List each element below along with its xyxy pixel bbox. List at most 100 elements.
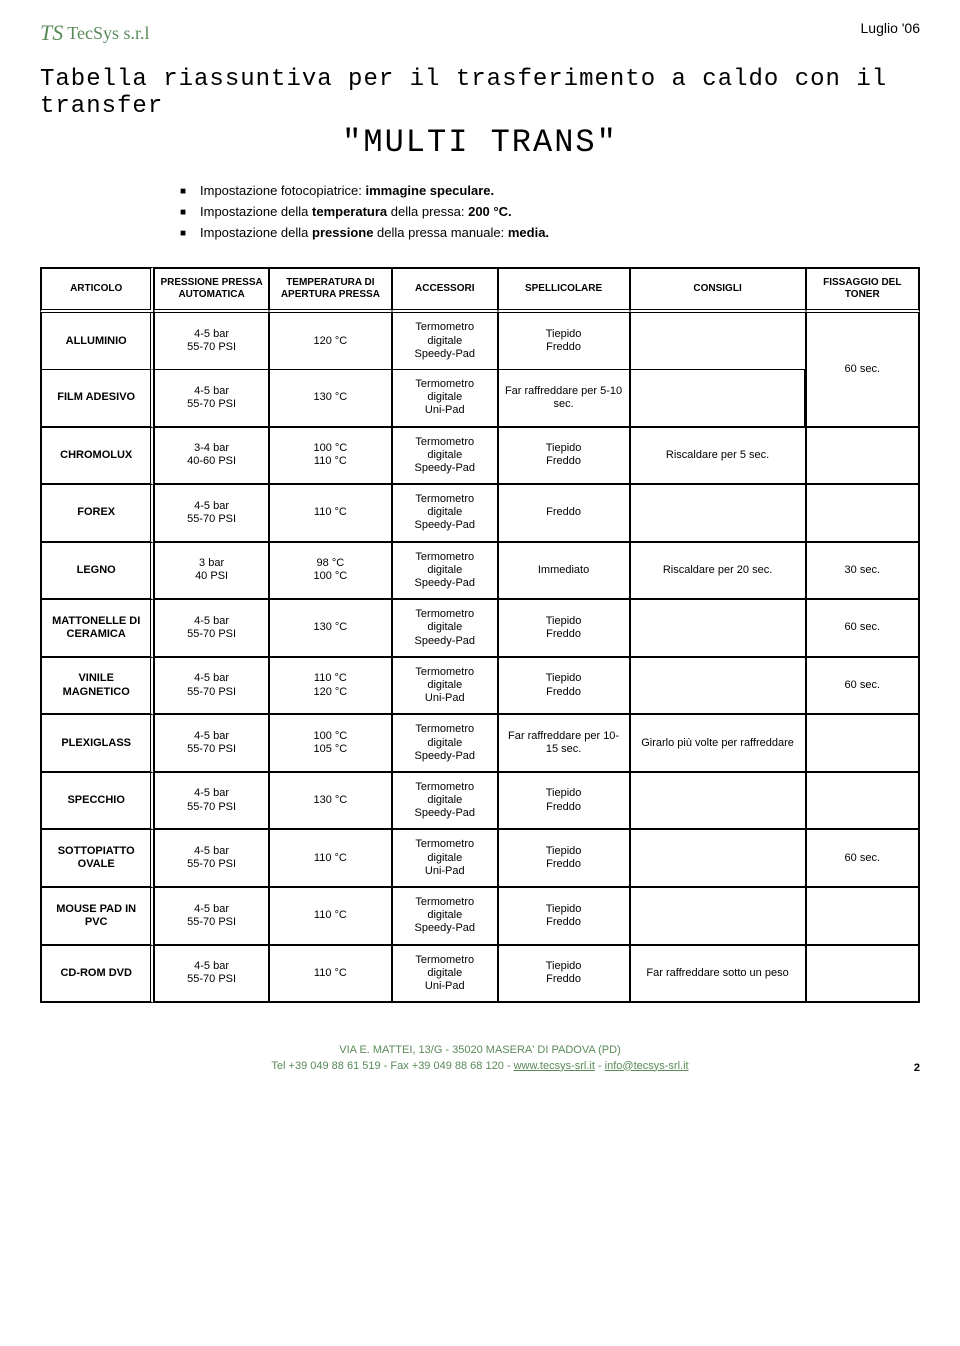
settings-item: Impostazione della temperatura della pre… bbox=[200, 202, 920, 223]
cell-temperatura: 130 °C bbox=[269, 370, 392, 428]
header-date: Luglio '06 bbox=[861, 20, 921, 36]
cell-articolo: FOREX bbox=[40, 485, 154, 543]
cell-consigli: Riscaldare per 5 sec. bbox=[630, 428, 806, 486]
cell-articolo: SOTTOPIATTO OVALE bbox=[40, 830, 154, 888]
cell-pressione: 3-4 bar40-60 PSI bbox=[154, 428, 268, 486]
cell-articolo: MATTONELLE DI CERAMICA bbox=[40, 600, 154, 658]
cell-pressione: 4-5 bar55-70 PSI bbox=[154, 313, 268, 370]
settings-item: Impostazione fotocopiatrice: immagine sp… bbox=[200, 181, 920, 202]
table-head-row: ARTICOLOPRESSIONE PRESSA AUTOMATICATEMPE… bbox=[40, 267, 920, 313]
table-row: VINILE MAGNETICO4-5 bar55-70 PSI110 °C12… bbox=[40, 658, 920, 716]
cell-spellicolare: Freddo bbox=[498, 485, 630, 543]
cell-consigli bbox=[630, 485, 806, 543]
table-row: LEGNO3 bar40 PSI98 °C100 °CTermometro di… bbox=[40, 543, 920, 601]
column-header: PRESSIONE PRESSA AUTOMATICA bbox=[154, 267, 268, 313]
cell-temperatura: 110 °C bbox=[269, 830, 392, 888]
cell-temperatura: 110 °C bbox=[269, 946, 392, 1004]
cell-consigli: Far raffreddare sotto un peso bbox=[630, 946, 806, 1004]
cell-accessori: Termometro digitaleSpeedy-Pad bbox=[392, 715, 498, 773]
cell-fissaggio: 30 sec. bbox=[806, 543, 920, 601]
table-row: SPECCHIO4-5 bar55-70 PSI130 °CTermometro… bbox=[40, 773, 920, 831]
cell-consigli bbox=[630, 370, 806, 428]
cell-fissaggio: 60 sec. bbox=[806, 830, 920, 888]
cell-accessori: Termometro digitaleSpeedy-Pad bbox=[392, 543, 498, 601]
cell-spellicolare: TiepidoFreddo bbox=[498, 946, 630, 1004]
cell-fissaggio bbox=[806, 946, 920, 1004]
footer-link-email[interactable]: info@tecsys-srl.it bbox=[605, 1060, 689, 1072]
cell-temperatura: 100 °C105 °C bbox=[269, 715, 392, 773]
table-row: CD-ROM DVD4-5 bar55-70 PSI110 °CTermomet… bbox=[40, 946, 920, 1004]
cell-spellicolare: Far raffreddare per 10-15 sec. bbox=[498, 715, 630, 773]
column-header: ARTICOLO bbox=[40, 267, 154, 313]
cell-consigli bbox=[630, 600, 806, 658]
cell-articolo: ALLUMINIO bbox=[40, 313, 154, 370]
cell-pressione: 4-5 bar55-70 PSI bbox=[154, 888, 268, 946]
settings-list: Impostazione fotocopiatrice: immagine sp… bbox=[40, 181, 920, 243]
logo: TS TecSys s.r.l bbox=[40, 20, 150, 46]
table-row: FILM ADESIVO4-5 bar55-70 PSI130 °CTermom… bbox=[40, 370, 920, 428]
cell-temperatura: 120 °C bbox=[269, 313, 392, 370]
cell-consigli bbox=[630, 313, 806, 370]
cell-articolo: FILM ADESIVO bbox=[40, 370, 154, 428]
table-head: ARTICOLOPRESSIONE PRESSA AUTOMATICATEMPE… bbox=[40, 267, 920, 313]
cell-accessori: Termometro digitaleSpeedy-Pad bbox=[392, 888, 498, 946]
cell-pressione: 4-5 bar55-70 PSI bbox=[154, 600, 268, 658]
cell-pressione: 4-5 bar55-70 PSI bbox=[154, 370, 268, 428]
main-table: ARTICOLOPRESSIONE PRESSA AUTOMATICATEMPE… bbox=[40, 267, 920, 1003]
cell-pressione: 4-5 bar55-70 PSI bbox=[154, 946, 268, 1004]
cell-articolo: MOUSE PAD IN PVC bbox=[40, 888, 154, 946]
footer-sep: - bbox=[595, 1060, 605, 1072]
cell-articolo: SPECCHIO bbox=[40, 773, 154, 831]
cell-consigli bbox=[630, 658, 806, 716]
cell-spellicolare: TiepidoFreddo bbox=[498, 658, 630, 716]
column-header: ACCESSORI bbox=[392, 267, 498, 313]
cell-articolo: LEGNO bbox=[40, 543, 154, 601]
cell-accessori: Termometro digitaleUni-Pad bbox=[392, 658, 498, 716]
cell-articolo: VINILE MAGNETICO bbox=[40, 658, 154, 716]
column-header: CONSIGLI bbox=[630, 267, 806, 313]
cell-spellicolare: TiepidoFreddo bbox=[498, 773, 630, 831]
settings-item: Impostazione della pressione della press… bbox=[200, 223, 920, 244]
cell-articolo: CD-ROM DVD bbox=[40, 946, 154, 1004]
cell-pressione: 4-5 bar55-70 PSI bbox=[154, 658, 268, 716]
table-row: MATTONELLE DI CERAMICA4-5 bar55-70 PSI13… bbox=[40, 600, 920, 658]
cell-spellicolare: Immediato bbox=[498, 543, 630, 601]
header: TS TecSys s.r.l Luglio '06 bbox=[40, 20, 920, 46]
table-row: CHROMOLUX3-4 bar40-60 PSI100 °C110 °CTer… bbox=[40, 428, 920, 486]
table-row: PLEXIGLASS4-5 bar55-70 PSI100 °C105 °CTe… bbox=[40, 715, 920, 773]
cell-spellicolare: TiepidoFreddo bbox=[498, 313, 630, 370]
cell-accessori: Termometro digitaleSpeedy-Pad bbox=[392, 313, 498, 370]
cell-pressione: 4-5 bar55-70 PSI bbox=[154, 773, 268, 831]
cell-temperatura: 98 °C100 °C bbox=[269, 543, 392, 601]
footer-line1: VIA E. MATTEI, 13/G - 35020 MASERA' DI P… bbox=[339, 1044, 620, 1056]
footer-link-website[interactable]: www.tecsys-srl.it bbox=[514, 1060, 595, 1072]
logo-icon: TS bbox=[40, 20, 63, 46]
cell-spellicolare: Far raffreddare per 5-10 sec. bbox=[498, 370, 630, 428]
cell-spellicolare: TiepidoFreddo bbox=[498, 600, 630, 658]
table-row: ALLUMINIO4-5 bar55-70 PSI120 °CTermometr… bbox=[40, 313, 920, 370]
cell-accessori: Termometro digitaleUni-Pad bbox=[392, 370, 498, 428]
cell-spellicolare: TiepidoFreddo bbox=[498, 428, 630, 486]
cell-pressione: 4-5 bar55-70 PSI bbox=[154, 485, 268, 543]
cell-consigli bbox=[630, 830, 806, 888]
table-row: MOUSE PAD IN PVC4-5 bar55-70 PSI110 °CTe… bbox=[40, 888, 920, 946]
cell-fissaggio bbox=[806, 485, 920, 543]
cell-fissaggio bbox=[806, 428, 920, 486]
cell-spellicolare: TiepidoFreddo bbox=[498, 830, 630, 888]
cell-fissaggio bbox=[806, 888, 920, 946]
table-row: SOTTOPIATTO OVALE4-5 bar55-70 PSI110 °CT… bbox=[40, 830, 920, 888]
table-body: ALLUMINIO4-5 bar55-70 PSI120 °CTermometr… bbox=[40, 313, 920, 1003]
cell-consigli bbox=[630, 888, 806, 946]
cell-accessori: Termometro digitaleUni-Pad bbox=[392, 946, 498, 1004]
logo-text: TecSys s.r.l bbox=[67, 23, 149, 44]
cell-accessori: Termometro digitaleUni-Pad bbox=[392, 830, 498, 888]
cell-temperatura: 130 °C bbox=[269, 773, 392, 831]
page-number: 2 bbox=[900, 1062, 920, 1074]
cell-pressione: 3 bar40 PSI bbox=[154, 543, 268, 601]
cell-temperatura: 110 °C bbox=[269, 888, 392, 946]
cell-fissaggio: 60 sec. bbox=[806, 313, 920, 427]
cell-pressione: 4-5 bar55-70 PSI bbox=[154, 830, 268, 888]
page-subtitle: "MULTI TRANS" bbox=[40, 124, 920, 161]
cell-temperatura: 130 °C bbox=[269, 600, 392, 658]
cell-accessori: Termometro digitaleSpeedy-Pad bbox=[392, 600, 498, 658]
